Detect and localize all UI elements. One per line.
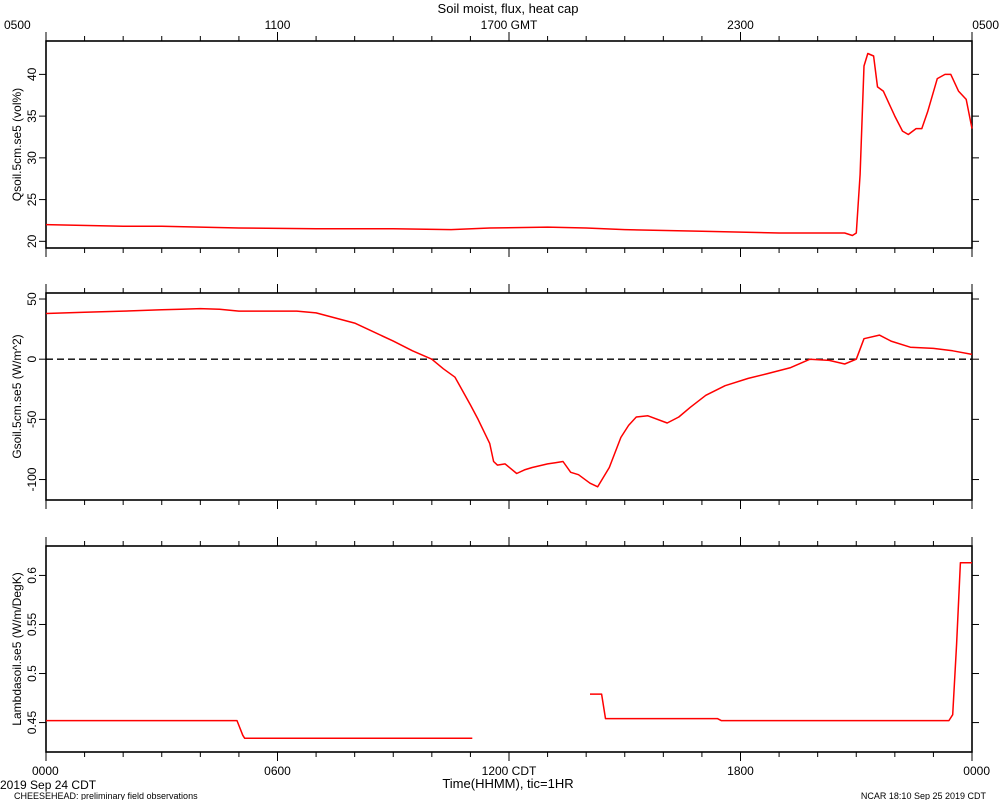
series-line bbox=[45, 52, 973, 237]
y-axis-label: Qsoil.5cm.se5 (vol%) bbox=[10, 88, 24, 201]
y-tick-label: 0.6 bbox=[25, 567, 39, 584]
series-line bbox=[590, 561, 972, 722]
panel-frame bbox=[45, 292, 973, 501]
bottom-axis-ticks: 0000 0600 1200 CDT 1800 0000 bbox=[32, 764, 990, 778]
y-axis-label: Gsoil.5cm.se5 (W/m^2) bbox=[10, 334, 24, 458]
y-tick-label: 0.55 bbox=[25, 612, 39, 636]
y-tick-label: 0.45 bbox=[25, 711, 39, 735]
x-axis-label: Time(HHMM), tic=1HR bbox=[442, 776, 573, 791]
series-line bbox=[46, 719, 473, 740]
y-tick-label: 40 bbox=[25, 67, 39, 81]
y-tick-label: 20 bbox=[25, 234, 39, 248]
bottom-tick-label: 1800 bbox=[727, 764, 754, 778]
panel-frame bbox=[45, 40, 973, 249]
y-tick-label: 25 bbox=[25, 193, 39, 207]
top-tick-label: 2300 bbox=[727, 18, 754, 32]
bottom-tick-label: 0000 bbox=[32, 764, 59, 778]
chart-title: Soil moist, flux, heat cap bbox=[438, 1, 579, 16]
top-tick-label: 1700 GMT bbox=[481, 18, 538, 32]
y-tick-label: -100 bbox=[25, 467, 39, 491]
y-tick-label: 0 bbox=[25, 356, 39, 363]
y-axis-label: Lambdasoil.se5 (W/m/DegK) bbox=[10, 572, 24, 725]
series-line bbox=[45, 307, 973, 488]
y-tick-label: -50 bbox=[25, 410, 39, 428]
y-tick-label: 50 bbox=[25, 292, 39, 306]
top-tick-label: 1100 bbox=[265, 18, 291, 32]
date-left: 2019 Sep 24 CDT bbox=[0, 778, 97, 792]
top-tick-label: 0500 bbox=[4, 18, 31, 32]
top-tick-label: 0500 bbox=[972, 18, 999, 32]
bottom-tick-label: 0600 bbox=[264, 764, 291, 778]
y-tick-label: 0.5 bbox=[25, 665, 39, 682]
bottom-tick-label: 1200 CDT bbox=[482, 764, 537, 778]
y-tick-label: 35 bbox=[25, 109, 39, 123]
top-axis-ticks: 0500 1100 1700 GMT 2300 0500 bbox=[4, 18, 999, 32]
bottom-tick-label: 0000 bbox=[963, 764, 990, 778]
project-label: CHEESEHEAD: preliminary field observatio… bbox=[14, 791, 198, 800]
y-tick-label: 30 bbox=[25, 151, 39, 165]
date-right: NCAR 18:10 Sep 25 2019 CDT bbox=[861, 791, 987, 800]
